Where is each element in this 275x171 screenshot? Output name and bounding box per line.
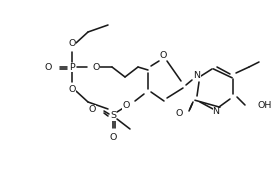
Text: O: O [109,133,117,141]
Text: O: O [92,62,100,71]
Text: O: O [68,40,76,49]
Text: P: P [69,62,75,71]
Text: O: O [159,50,167,60]
Text: S: S [110,111,116,121]
Text: N: N [213,108,219,116]
Text: O: O [44,62,52,71]
Text: O: O [122,102,130,110]
Text: O: O [68,86,76,95]
Text: O: O [175,109,183,117]
Text: OH: OH [257,101,271,109]
Text: N: N [194,71,200,81]
Text: O: O [88,104,96,114]
